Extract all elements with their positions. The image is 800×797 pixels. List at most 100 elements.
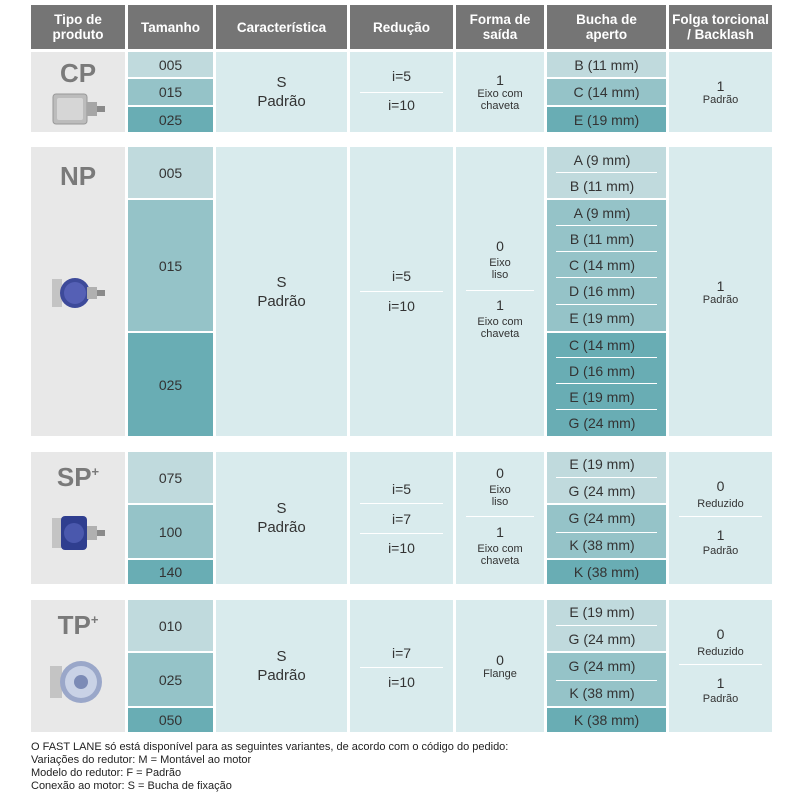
size-tp-050: 050 bbox=[128, 708, 213, 732]
bucha-tp-010-block: E (19 mm) G (24 mm) bbox=[547, 600, 666, 651]
divider bbox=[360, 667, 443, 668]
divider bbox=[556, 409, 657, 410]
folga-label: Reduzido bbox=[697, 646, 744, 658]
bucha-np-005-block: A (9 mm) B (11 mm) bbox=[547, 147, 666, 198]
reducao-value: i=10 bbox=[388, 674, 415, 690]
forma-num: 0 bbox=[496, 652, 504, 668]
bucha-tp-025-block: G (24 mm) K (38 mm) bbox=[547, 653, 666, 706]
folga-num: 0 bbox=[716, 626, 725, 642]
reducao-value: i=5 bbox=[391, 481, 412, 497]
caracteristica-cp: S Padrão bbox=[216, 52, 347, 132]
size-sp-100: 100 bbox=[128, 505, 213, 558]
bucha-cp-b: B (11 mm) bbox=[547, 52, 666, 77]
forma-num: 0 bbox=[496, 238, 504, 254]
caracteristica-label: Padrão bbox=[257, 667, 306, 684]
divider bbox=[556, 625, 657, 626]
header-forma-saida: Forma de saída bbox=[456, 5, 544, 49]
gearbox-tp-icon bbox=[50, 661, 102, 703]
size-np-015: 015 bbox=[128, 200, 213, 331]
reducao-np: i=5 i=10 bbox=[350, 147, 453, 436]
forma-label: Eixo com chaveta bbox=[477, 88, 523, 112]
folga-np: 1 Padrão bbox=[669, 147, 772, 436]
divider bbox=[556, 383, 657, 384]
divider bbox=[556, 357, 657, 358]
bucha-value: G (24 mm) bbox=[568, 483, 636, 499]
superscript-plus: + bbox=[90, 612, 99, 627]
reducao-value: i=10 bbox=[388, 298, 415, 314]
forma-num: 0 bbox=[496, 465, 504, 481]
divider bbox=[466, 290, 534, 291]
reducao-value: i=5 bbox=[391, 268, 412, 284]
reducao-sp: i=5 i=7 i=10 bbox=[350, 452, 453, 584]
header-tipo: Tipo de produto bbox=[31, 5, 125, 49]
bucha-value: B (11 mm) bbox=[569, 231, 635, 247]
bucha-sp-100-block: G (24 mm) K (38 mm) bbox=[547, 505, 666, 558]
bucha-value: A (9 mm) bbox=[573, 152, 631, 168]
superscript-plus: + bbox=[91, 464, 100, 479]
forma-label: Flange bbox=[483, 668, 517, 680]
divider bbox=[360, 92, 443, 93]
bucha-sp-075-block: E (19 mm) G (24 mm) bbox=[547, 452, 666, 503]
bucha-value: G (24 mm) bbox=[568, 658, 636, 674]
folga-num: 0 bbox=[716, 478, 725, 494]
forma-sp: 0 Eixo liso 1 Eixo com chaveta bbox=[456, 452, 544, 584]
forma-num: 1 bbox=[496, 72, 504, 88]
bucha-tp-050: K (38 mm) bbox=[547, 708, 666, 732]
forma-label: Eixo liso bbox=[489, 484, 511, 508]
footnote: O FAST LANE só está disponível para as s… bbox=[31, 741, 771, 793]
bucha-sp-140: K (38 mm) bbox=[547, 560, 666, 584]
caracteristica-np: S Padrão bbox=[216, 147, 347, 436]
product-cp-cell: CP bbox=[31, 52, 125, 132]
footnote-line: O FAST LANE só está disponível para as s… bbox=[31, 741, 509, 753]
folga-label: Padrão bbox=[702, 693, 739, 705]
folga-num: 1 bbox=[716, 527, 725, 543]
bucha-value: G (24 mm) bbox=[568, 631, 636, 647]
caracteristica-code: S bbox=[276, 500, 287, 517]
size-tp-010: 010 bbox=[128, 600, 213, 651]
reducao-value: i=10 bbox=[388, 540, 415, 556]
gearbox-sp-icon bbox=[52, 516, 105, 550]
divider bbox=[556, 225, 657, 226]
caracteristica-sp: S Padrão bbox=[216, 452, 347, 584]
caracteristica-tp: S Padrão bbox=[216, 600, 347, 732]
divider bbox=[556, 477, 657, 478]
bucha-np-015-block: A (9 mm) B (11 mm) C (14 mm) D (16 mm) E… bbox=[547, 200, 666, 331]
reducao-value: i=10 bbox=[388, 97, 415, 113]
reducao-value: i=7 bbox=[391, 645, 412, 661]
divider bbox=[360, 291, 443, 292]
divider bbox=[556, 172, 657, 173]
reducao-value: i=5 bbox=[391, 68, 412, 84]
forma-label: Eixo com chaveta bbox=[477, 316, 523, 340]
forma-num: 1 bbox=[496, 297, 504, 313]
forma-np: 0 Eixo liso 1 Eixo com chaveta bbox=[456, 147, 544, 436]
product-name-np: NP bbox=[59, 161, 97, 191]
size-np-005: 005 bbox=[128, 147, 213, 198]
reducao-tp: i=7 i=10 bbox=[350, 600, 453, 732]
bucha-value: C (14 mm) bbox=[568, 337, 636, 353]
folga-num: 1 bbox=[716, 78, 725, 94]
bucha-value: D (16 mm) bbox=[568, 283, 636, 299]
folga-tp: 0 Reduzido 1 Padrão bbox=[669, 600, 772, 732]
bucha-value: E (19 mm) bbox=[569, 389, 635, 405]
footnote-line: Variações do redutor: M = Montável ao mo… bbox=[31, 754, 252, 766]
caracteristica-code: S bbox=[276, 648, 287, 665]
header-tamanho: Tamanho bbox=[128, 5, 213, 49]
divider bbox=[556, 251, 657, 252]
product-tp-cell: TP+ bbox=[31, 600, 125, 732]
size-np-025: 025 bbox=[128, 333, 213, 436]
divider bbox=[360, 503, 443, 504]
folga-cp: 1 Padrão bbox=[669, 52, 772, 132]
size-cp-025: 025 bbox=[128, 107, 213, 132]
bucha-value: E (19 mm) bbox=[569, 310, 635, 326]
forma-cp: 1 Eixo com chaveta bbox=[456, 52, 544, 132]
forma-label: Eixo com chaveta bbox=[477, 543, 523, 567]
divider bbox=[679, 516, 762, 517]
bucha-cp-e: E (19 mm) bbox=[547, 107, 666, 132]
forma-label: Eixo liso bbox=[489, 257, 511, 281]
size-tp-025: 025 bbox=[128, 653, 213, 706]
divider bbox=[556, 680, 657, 681]
caracteristica-label: Padrão bbox=[257, 519, 306, 536]
divider bbox=[679, 664, 762, 665]
gearbox-np-icon bbox=[52, 278, 105, 308]
bucha-value: B (11 mm) bbox=[569, 178, 635, 194]
